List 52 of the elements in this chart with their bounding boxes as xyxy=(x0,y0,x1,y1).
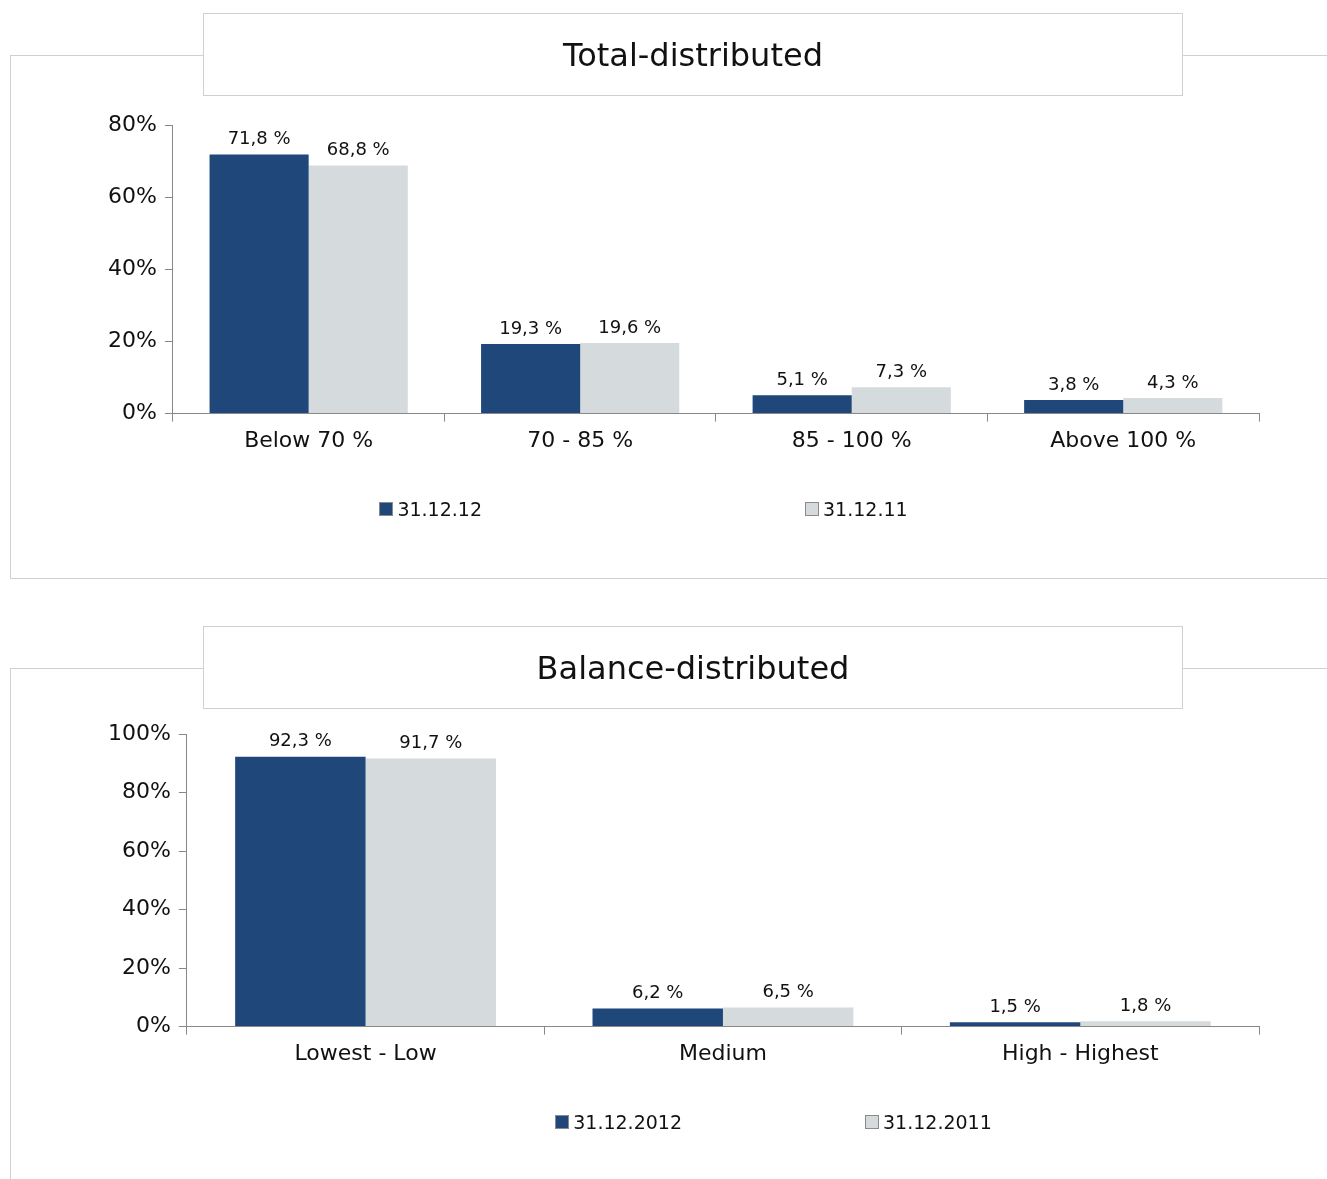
bar xyxy=(752,395,852,414)
bar xyxy=(481,343,581,414)
bar xyxy=(1080,1021,1211,1027)
data-label: 1,5 % xyxy=(989,994,1041,1016)
bar xyxy=(580,342,680,414)
data-label: 6,5 % xyxy=(762,980,814,1002)
legend-label: 31.12.12 xyxy=(397,498,482,520)
data-label: 68,8 % xyxy=(326,138,390,160)
y-tick-label: 60% xyxy=(107,182,157,208)
y-tick-label: 80% xyxy=(121,778,171,804)
data-label: 6,2 % xyxy=(632,981,684,1003)
y-tick-label: 80% xyxy=(107,110,157,136)
x-tick-label: 85 - 100 % xyxy=(791,426,912,452)
data-label: 19,3 % xyxy=(499,316,563,338)
data-label: 92,3 % xyxy=(268,729,332,751)
data-label: 5,1 % xyxy=(776,367,828,389)
bar xyxy=(851,387,951,414)
x-tick-label: Medium xyxy=(678,1039,767,1065)
y-tick-label: 60% xyxy=(121,836,171,862)
bar xyxy=(1024,399,1124,414)
x-tick-label: Below 70 % xyxy=(244,426,374,452)
bar xyxy=(209,154,309,414)
x-tick-label: High - Highest xyxy=(1001,1039,1160,1065)
y-tick-label: 20% xyxy=(121,953,171,979)
bar xyxy=(722,1007,854,1027)
bar xyxy=(592,1008,723,1027)
legend-label: 31.12.2011 xyxy=(883,1111,992,1133)
bar xyxy=(949,1022,1081,1027)
bar xyxy=(308,165,408,414)
legend-label: 31.12.2012 xyxy=(573,1111,682,1133)
y-tick-label: 100% xyxy=(107,719,171,745)
chart-title: Total-distributed xyxy=(203,13,1183,96)
y-tick-label: 20% xyxy=(107,327,157,353)
data-label: 19,6 % xyxy=(598,315,662,337)
y-tick-label: 0% xyxy=(135,1012,171,1038)
y-tick-label: 40% xyxy=(107,255,157,281)
x-tick-label: Lowest - Low xyxy=(294,1039,437,1065)
legend-label: 31.12.11 xyxy=(823,498,908,520)
bar xyxy=(365,758,497,1027)
data-label: 4,3 % xyxy=(1147,370,1199,392)
data-label: 1,8 % xyxy=(1119,994,1172,1016)
y-tick-label: 0% xyxy=(121,399,157,425)
x-tick-label: Above 100 % xyxy=(1050,426,1197,452)
x-tick-label: 70 - 85 % xyxy=(527,426,634,452)
data-label: 7,3 % xyxy=(875,359,927,381)
data-label: 71,8 % xyxy=(227,127,291,149)
y-tick-label: 40% xyxy=(121,895,171,921)
bar xyxy=(235,756,366,1027)
bar xyxy=(1123,398,1223,414)
chart-title: Balance-distributed xyxy=(203,626,1183,709)
data-label: 91,7 % xyxy=(399,731,463,753)
data-label: 3,8 % xyxy=(1047,372,1100,394)
